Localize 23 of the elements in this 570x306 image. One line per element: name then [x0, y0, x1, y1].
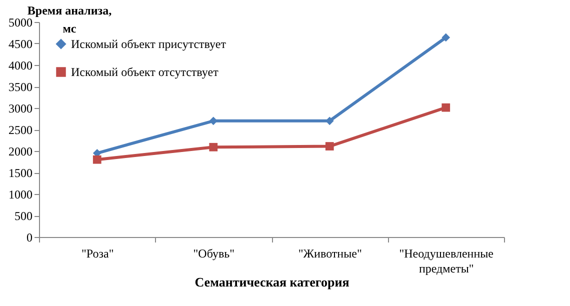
y-tick-label: 1000	[8, 188, 32, 202]
y-tick-label: 4000	[8, 58, 32, 72]
x-tick-label: "Обувь"	[193, 246, 235, 260]
y-tick-label: 3500	[8, 80, 32, 94]
y-tick-label: 4500	[8, 37, 32, 51]
x-axis-title: Семантическая категория	[194, 274, 350, 290]
y-tick-label: 3000	[8, 102, 32, 116]
point	[92, 155, 102, 164]
point	[325, 142, 334, 150]
point	[209, 142, 218, 152]
y-tick-label: 0	[26, 230, 32, 244]
x-tick-label: "Животные"	[298, 246, 362, 260]
legend-label: Искомый объект отсутствует	[71, 65, 220, 79]
y-tick-label: 500	[14, 209, 32, 223]
y-tick-label: 2500	[8, 123, 32, 137]
y-tick-label: 1500	[8, 166, 32, 180]
x-tick-label: "Роза"	[82, 246, 114, 260]
y-tick-label: 5000	[8, 16, 32, 30]
x-tick-label: "Неодушевленные предметы"	[399, 246, 494, 276]
point	[442, 33, 450, 42]
point	[442, 103, 450, 112]
y-tick-label: 2000	[8, 144, 32, 158]
legend-label: Искомый объект присутствует	[71, 37, 227, 51]
